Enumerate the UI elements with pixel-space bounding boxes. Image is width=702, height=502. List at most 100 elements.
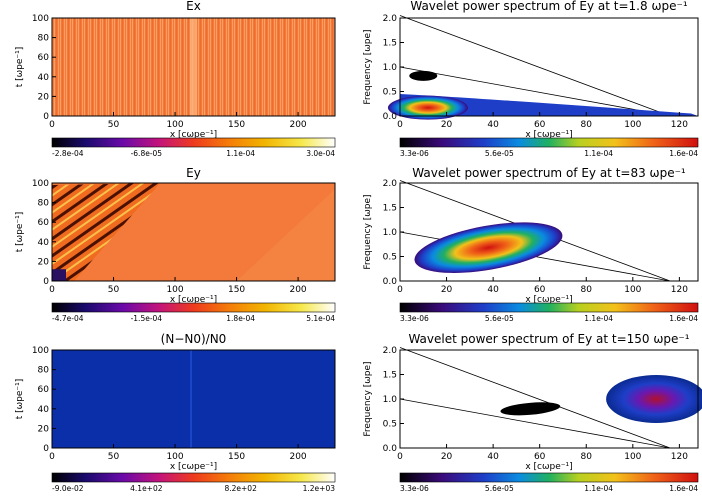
colorbar [51, 472, 336, 483]
x-tick-label: 150 [228, 120, 245, 130]
colorbar-tick-label: 1.1e-04 [226, 149, 255, 158]
x-tick-label: 0 [49, 452, 55, 462]
heatmap-field [52, 350, 335, 448]
colorbar-tick-label: 4.1e+02 [130, 484, 163, 493]
x-axis-label: x [cωpe⁻¹] [525, 295, 572, 305]
colorbar [399, 472, 699, 483]
y-tick-label: 80 [38, 199, 50, 209]
y-tick-label: 1.0 [383, 228, 398, 238]
panel-ws1: 0 20 40 60 80 100 120 0.0 0.5 1.0 1.5 2.0 x [cωpe⁻¹]… [363, 14, 699, 158]
y-tick-label: 40 [38, 238, 50, 248]
heatmap-feature [189, 18, 197, 116]
x-axis-label: x [cωpe⁻¹] [170, 130, 217, 140]
colorbar [399, 302, 699, 313]
y-tick-label: 100 [32, 14, 49, 24]
x-tick-label: 100 [624, 120, 641, 130]
y-tick-label: 20 [38, 257, 50, 267]
y-tick-label: 20 [38, 424, 50, 434]
y-axis-label: t [ωpe⁻¹] [15, 212, 25, 253]
colorbar-tick-label: 1.2e+03 [303, 484, 336, 493]
x-tick-label: 100 [624, 452, 641, 462]
y-tick-label: 1.5 [383, 204, 397, 214]
y-tick-label: 1.0 [383, 63, 398, 73]
x-tick-label: 100 [166, 285, 183, 295]
panel-title: Wavelet power spectrum of Ey at t=150 ωp… [408, 332, 689, 346]
y-tick-label: 2.0 [383, 14, 398, 24]
x-tick-label: 100 [166, 452, 183, 462]
y-tick-label: 0 [43, 277, 49, 287]
colorbar-tick-label: 1.6e-04 [669, 314, 698, 323]
colorbar-tick-label: 1.6e-04 [669, 484, 698, 493]
x-tick-label: 200 [289, 120, 306, 130]
colorbar-tick-label: -9.0e-02 [52, 484, 84, 493]
plot-frame [51, 17, 336, 117]
x-tick-label: 50 [108, 120, 120, 130]
x-tick-label: 100 [624, 285, 641, 295]
x-axis-label: x [cωpe⁻¹] [170, 295, 217, 305]
x-tick-label: 20 [441, 452, 453, 462]
colorbar-tick-label: 5.1e-04 [306, 314, 335, 323]
y-axis-label: Frequency [ωpe] [363, 361, 373, 436]
y-tick-label: 0.5 [383, 420, 397, 430]
y-tick-label: 60 [38, 385, 50, 395]
y-tick-label: 2.0 [383, 179, 398, 189]
colorbar-tick-label: -4.7e-04 [52, 314, 84, 323]
x-tick-label: 0 [397, 285, 403, 295]
y-axis-label: t [ωpe⁻¹] [15, 379, 25, 420]
x-tick-label: 0 [49, 120, 55, 130]
x-tick-label: 120 [671, 285, 688, 295]
spectrum-blob [500, 402, 561, 416]
cutoff-line [399, 398, 671, 449]
y-tick-label: 80 [38, 366, 50, 376]
panel-title: Wavelet power spectrum of Ey at t=83 ωpe… [412, 166, 686, 180]
x-tick-label: 20 [441, 285, 453, 295]
y-tick-label: 0.0 [383, 112, 398, 122]
x-tick-label: 80 [581, 285, 593, 295]
cutoff-line [399, 347, 671, 449]
y-tick-label: 1.5 [383, 371, 397, 381]
colorbar [399, 137, 699, 148]
spectrum-blob [409, 70, 438, 81]
spectrum-peak [414, 222, 563, 273]
colorbar-tick-label: 1.1e-04 [584, 484, 613, 493]
x-tick-label: 120 [671, 452, 688, 462]
colorbar-tick-label: -2.8e-04 [52, 149, 84, 158]
y-tick-label: 80 [38, 34, 50, 44]
panel-ws2: 0 20 40 60 80 100 120 0.0 0.5 1.0 1.5 2.0 x [cωpe⁻¹]… [363, 179, 699, 323]
source-region [52, 269, 66, 281]
colorbar-tick-label: 1.1e-04 [584, 149, 613, 158]
y-axis-label: Frequency [ωpe] [363, 29, 373, 104]
y-axis-label: Frequency [ωpe] [363, 194, 373, 269]
colorbar [51, 137, 336, 148]
y-tick-label: 100 [32, 346, 49, 356]
colorbar-tick-label: 1.8e-04 [226, 314, 255, 323]
x-tick-label: 200 [289, 452, 306, 462]
colorbar-tick-label: 1.6e-04 [669, 149, 698, 158]
y-tick-label: 0.5 [383, 88, 397, 98]
colorbar-tick-label: 5.6e-05 [485, 149, 514, 158]
x-tick-label: 40 [487, 285, 499, 295]
x-axis-label: x [cωpe⁻¹] [170, 462, 217, 472]
y-tick-label: 0 [43, 444, 49, 454]
colorbar-tick-label: 5.6e-05 [485, 484, 514, 493]
spectrum-peak [606, 375, 702, 423]
y-tick-label: 0.0 [383, 444, 398, 454]
plot-frame [51, 349, 336, 449]
colorbar-tick-label: -1.5e-04 [131, 314, 163, 323]
reflected-wave-region [236, 189, 335, 281]
x-tick-label: 40 [487, 120, 499, 130]
y-tick-label: 0 [43, 112, 49, 122]
cutoff-line [399, 66, 671, 117]
x-tick-label: 0 [49, 285, 55, 295]
y-axis-label: t [ωpe⁻¹] [15, 47, 25, 88]
colorbar [51, 302, 336, 313]
y-tick-label: 0.5 [383, 253, 397, 263]
x-tick-label: 20 [441, 120, 453, 130]
y-tick-label: 60 [38, 218, 50, 228]
x-axis-label: x [cωpe⁻¹] [525, 462, 572, 472]
cutoff-line [399, 15, 671, 117]
x-tick-label: 50 [108, 452, 120, 462]
